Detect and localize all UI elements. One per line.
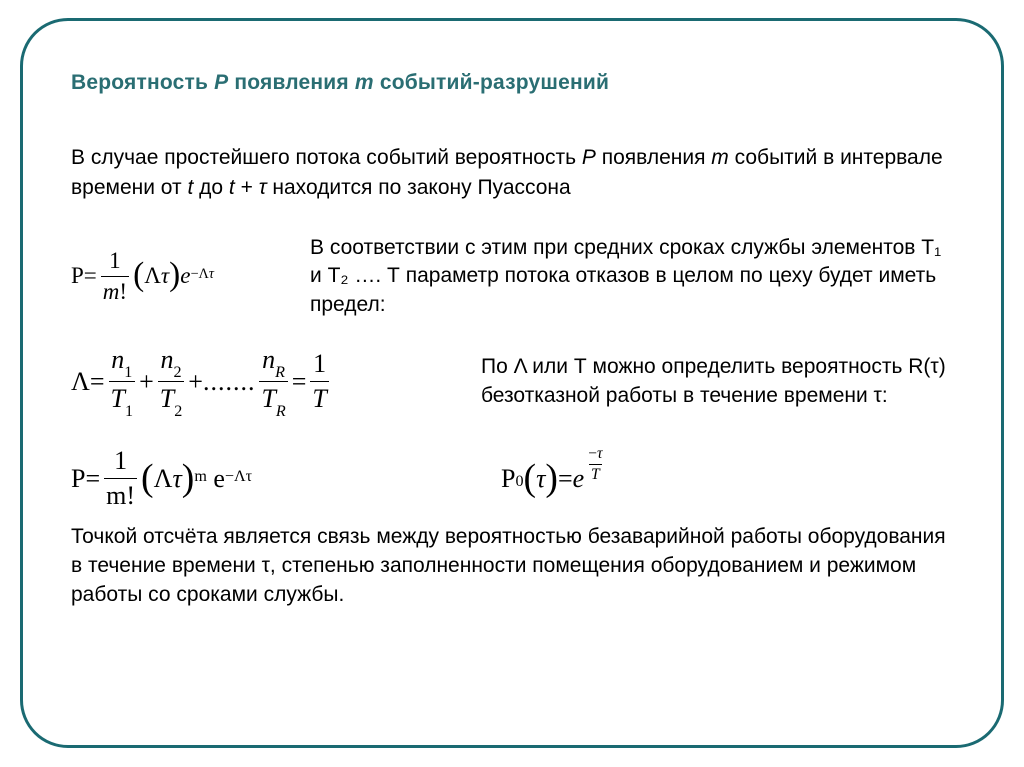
para1: В соответствии с этим при средних сроках… [310, 234, 953, 319]
f3-exp: −Λτ [225, 468, 252, 486]
f1-num: 1 [107, 248, 123, 276]
final-paragraph: Точкой отсчёта является связь между веро… [71, 523, 953, 610]
f3-m: m [194, 468, 207, 486]
f1-P: P [71, 263, 84, 289]
f2-T2: T [160, 384, 174, 413]
f2-n1: n [111, 345, 124, 374]
f1-den-excl: ! [119, 279, 127, 304]
f3-P: P [71, 464, 85, 494]
title-pre: Вероятность [71, 71, 214, 94]
f2-n2: n [160, 345, 173, 374]
f4-0: 0 [515, 473, 523, 491]
f4-numtau: τ [597, 445, 603, 462]
f2-i2b: 2 [174, 403, 182, 420]
f1-e: e [180, 263, 190, 289]
slide-frame: Вероятность P появления m событий-разруш… [20, 18, 1004, 748]
title-m: m [355, 71, 374, 94]
f1-lp: ( [133, 256, 144, 294]
f2-Tend: T [310, 381, 328, 414]
row-formula1: P = 1 m! (Λτ)e−Λτ В соответствии с этим … [71, 234, 953, 319]
title-post: событий-разрушений [374, 71, 609, 94]
f4-e: e [573, 464, 585, 494]
f2-iRb: R [276, 403, 286, 420]
formula1: P = 1 m! (Λτ)e−Λτ [71, 248, 306, 305]
f1-exp-tau: τ [209, 266, 214, 282]
f2-p1: + [139, 367, 154, 397]
intro-tau: τ [259, 176, 267, 199]
f2-dots: ....... [203, 367, 256, 397]
f4-minus: − [588, 445, 597, 462]
f2-i2a: 2 [173, 364, 181, 381]
f3-tau: τ [172, 464, 181, 494]
f2-eq: = [90, 367, 105, 397]
f2-L: Λ [71, 367, 90, 397]
f4-denT: T [589, 464, 602, 484]
f1-eq: = [84, 263, 97, 289]
formula2: Λ = n1 T1 + n2 T2 + ....... nR TR = [71, 345, 471, 418]
formula4: P0 (τ) = e −τ T [501, 457, 953, 501]
para2: По Λ или Т можно определить вероятность … [481, 353, 953, 410]
row-formula2: Λ = n1 T1 + n2 T2 + ....... nR TR = [71, 345, 953, 418]
f3-den: m! [104, 478, 137, 511]
f4-rp: ) [545, 456, 558, 500]
title-mid: появления [228, 71, 355, 94]
intro-a: В случае простейшего потока событий веро… [71, 146, 582, 169]
f2-i1a: 1 [124, 364, 132, 381]
intro-d: до [193, 176, 229, 199]
row-formula3: P = 1 m! (Λτ)m e−Λτ P0 (τ) = e −τ T [71, 446, 953, 511]
f2-iRa: R [275, 364, 285, 381]
intro-plus: + [235, 176, 259, 199]
f1-den-m: m [103, 279, 120, 304]
f2-p2: + [188, 367, 203, 397]
f1-L: Λ [144, 263, 161, 289]
f3-num: 1 [112, 446, 129, 478]
f1-rp: ) [169, 256, 180, 294]
f4-P: P [501, 464, 515, 494]
intro-P: P [582, 146, 596, 169]
intro-e: находится по закону Пуассона [267, 176, 571, 199]
f3-L: Λ [154, 464, 173, 494]
f3-eq: = [85, 464, 100, 494]
f1-exp-pre: −Λ [190, 266, 208, 282]
f3-lp: ( [141, 456, 154, 500]
f4-lp: ( [524, 456, 537, 500]
intro-paragraph: В случае простейшего потока событий веро… [71, 143, 953, 204]
f2-T1: T [111, 384, 125, 413]
f2-one: 1 [311, 349, 328, 381]
intro-b: появления [596, 146, 711, 169]
slide-title: Вероятность P появления m событий-разруш… [71, 71, 953, 95]
f4-tau: τ [536, 464, 545, 494]
f2-i1b: 1 [125, 403, 133, 420]
f1-tau: τ [161, 263, 169, 289]
formula3: P = 1 m! (Λτ)m e−Λτ [71, 446, 441, 511]
intro-m: m [711, 146, 729, 169]
f4-eq: = [558, 464, 573, 494]
f2-eq2: = [292, 367, 307, 397]
title-P: P [214, 71, 228, 94]
f2-TR: T [261, 384, 275, 413]
f2-nR: n [262, 345, 275, 374]
f3-e: e [213, 464, 225, 494]
f3-rp: ) [182, 456, 195, 500]
